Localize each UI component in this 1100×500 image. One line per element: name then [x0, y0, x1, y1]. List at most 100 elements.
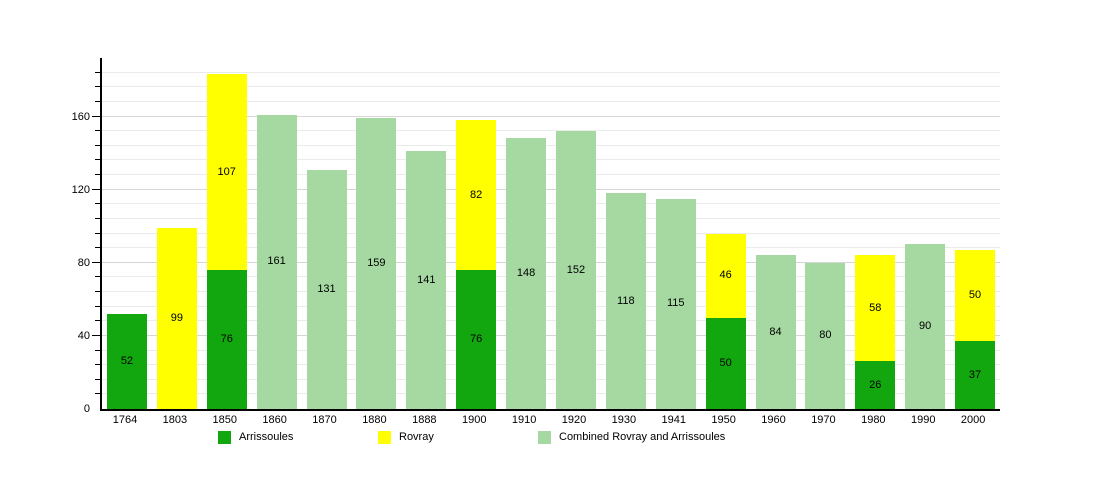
- y-axis-tick: [92, 188, 100, 190]
- x-axis-label-1970: 1970: [811, 414, 836, 426]
- x-axis-label-2000: 2000: [960, 414, 986, 426]
- bar-segment-rovray-1850: 107: [206, 74, 247, 271]
- y-axis-tick: [92, 261, 100, 263]
- bar-segment-combined-rovray-and-arrissoules-1930: 118: [605, 193, 646, 409]
- bar-value-label: 84: [769, 325, 782, 338]
- y-axis-tick: [95, 159, 100, 161]
- bar-segment-arrissoules-1980: 26: [855, 361, 896, 409]
- bar-segment-rovray-1950: 46: [705, 233, 746, 318]
- bar-value-label: 161: [267, 255, 286, 268]
- bar-value-label: 80: [819, 329, 832, 342]
- bar-value-label: 26: [869, 378, 882, 391]
- minor-gridline: [102, 144, 1000, 146]
- minor-gridline: [102, 378, 1000, 380]
- bar-segment-arrissoules-2000: 37: [955, 341, 996, 409]
- minor-gridline: [102, 130, 1000, 132]
- x-axis-label-1850: 1850: [212, 414, 237, 426]
- minor-gridline: [102, 159, 1000, 161]
- minor-gridline: [102, 100, 1000, 102]
- bar-segment-arrissoules-1764: 52: [106, 313, 147, 409]
- bar-value-label: 107: [217, 165, 236, 178]
- bar-value-label: 148: [516, 267, 536, 280]
- bar-segment-combined-rovray-and-arrissoules-1888: 141: [406, 151, 447, 409]
- x-axis-label-1910: 1910: [511, 414, 537, 426]
- y-axis-tick: [95, 100, 100, 102]
- bar-segment-combined-rovray-and-arrissoules-1910: 148: [506, 138, 547, 409]
- y-axis-tick: [95, 71, 100, 73]
- x-axis-label-1870: 1870: [312, 414, 337, 426]
- bar-value-label: 159: [367, 257, 386, 270]
- bar-segment-combined-rovray-and-arrissoules-1970: 80: [805, 262, 846, 409]
- x-axis-label-1920: 1920: [561, 414, 587, 426]
- bar-value-label: 131: [317, 282, 336, 295]
- y-axis-tick: [95, 349, 100, 351]
- bar-segment-combined-rovray-and-arrissoules-1960: 84: [755, 255, 796, 409]
- y-axis-tick: [95, 276, 100, 278]
- y-axis-tick: [95, 393, 100, 395]
- x-axis-label-1764: 1764: [112, 414, 138, 426]
- bar-segment-arrissoules-1900: 76: [456, 270, 497, 409]
- y-axis-tick: [95, 364, 100, 366]
- minor-gridline: [102, 276, 1000, 278]
- minor-gridline: [102, 320, 1000, 322]
- y-axis-tick-label: 120: [71, 183, 90, 196]
- y-axis-tick: [92, 115, 100, 117]
- y-axis-tick: [95, 174, 100, 175]
- y-axis-tick-label: 80: [77, 256, 90, 269]
- bar-segment-rovray-1980: 58: [855, 255, 896, 362]
- minor-gridline: [102, 86, 1000, 88]
- y-axis-tick: [95, 144, 100, 146]
- bar-value-label: 118: [617, 294, 635, 307]
- bar-segment-combined-rovray-and-arrissoules-1990: 90: [905, 244, 946, 409]
- bar-segment-combined-rovray-and-arrissoules-1880: 159: [356, 118, 397, 409]
- y-axis-tick-label: 0: [83, 403, 90, 415]
- legend-item-arrissoules: Arrissoules: [218, 430, 293, 444]
- y-axis-tick: [95, 320, 100, 322]
- y-axis-tick: [92, 334, 100, 336]
- y-axis-tick: [95, 86, 100, 88]
- x-axis-label-1990: 1990: [910, 414, 936, 426]
- y-axis-tick: [95, 203, 100, 205]
- bar-segment-rovray-2000: 50: [955, 249, 996, 342]
- x-axis-label-1803: 1803: [162, 414, 188, 426]
- legend-swatch-icon: [378, 430, 391, 444]
- bar-value-label: 152: [566, 263, 586, 276]
- minor-gridline: [102, 291, 1000, 292]
- minor-gridline: [102, 217, 1000, 219]
- bar-value-label: 90: [919, 320, 932, 333]
- y-axis-tick: [95, 130, 100, 132]
- x-axis-label-1880: 1880: [362, 414, 387, 426]
- x-axis-label-1888: 1888: [412, 414, 437, 426]
- minor-gridline: [102, 174, 1000, 175]
- major-gridline: [102, 188, 1000, 190]
- bar-value-label: 99: [170, 312, 183, 324]
- y-axis-tick-label: 40: [77, 329, 90, 342]
- bar-value-label: 76: [220, 333, 233, 346]
- minor-gridline: [102, 203, 1000, 205]
- bar-segment-combined-rovray-and-arrissoules-1860: 161: [256, 114, 297, 409]
- bar-segment-combined-rovray-and-arrissoules-1870: 131: [306, 169, 347, 409]
- x-axis-label-1950: 1950: [711, 414, 736, 426]
- y-axis-tick: [95, 305, 100, 307]
- minor-gridline: [102, 71, 1000, 73]
- major-gridline: [102, 261, 1000, 263]
- bar-value-label: 82: [470, 188, 483, 201]
- major-gridline: [102, 115, 1000, 117]
- bar-segment-combined-rovray-and-arrissoules-1920: 152: [555, 131, 596, 409]
- bar-value-label: 52: [120, 354, 134, 367]
- legend-swatch-icon: [538, 430, 551, 444]
- plot-area: 52 99 76 107 161 131 159 141 76 82 148 152 118 115 50 4…: [92, 58, 1000, 411]
- bar-value-label: 37: [968, 368, 982, 381]
- bar-value-label: 46: [719, 269, 732, 282]
- y-axis-tick: [95, 217, 100, 219]
- x-axis-label-1980: 1980: [861, 414, 886, 426]
- legend-item-combined-rovray-and-arrissoules: Combined Rovray and Arrissoules: [538, 430, 725, 444]
- bar-value-label: 141: [417, 273, 436, 286]
- minor-gridline: [102, 349, 1000, 351]
- minor-gridline: [102, 247, 1000, 249]
- bar-segment-combined-rovray-and-arrissoules-1941: 115: [655, 198, 696, 409]
- minor-gridline: [102, 305, 1000, 307]
- major-gridline: [102, 334, 1000, 336]
- y-axis-tick: [95, 232, 100, 234]
